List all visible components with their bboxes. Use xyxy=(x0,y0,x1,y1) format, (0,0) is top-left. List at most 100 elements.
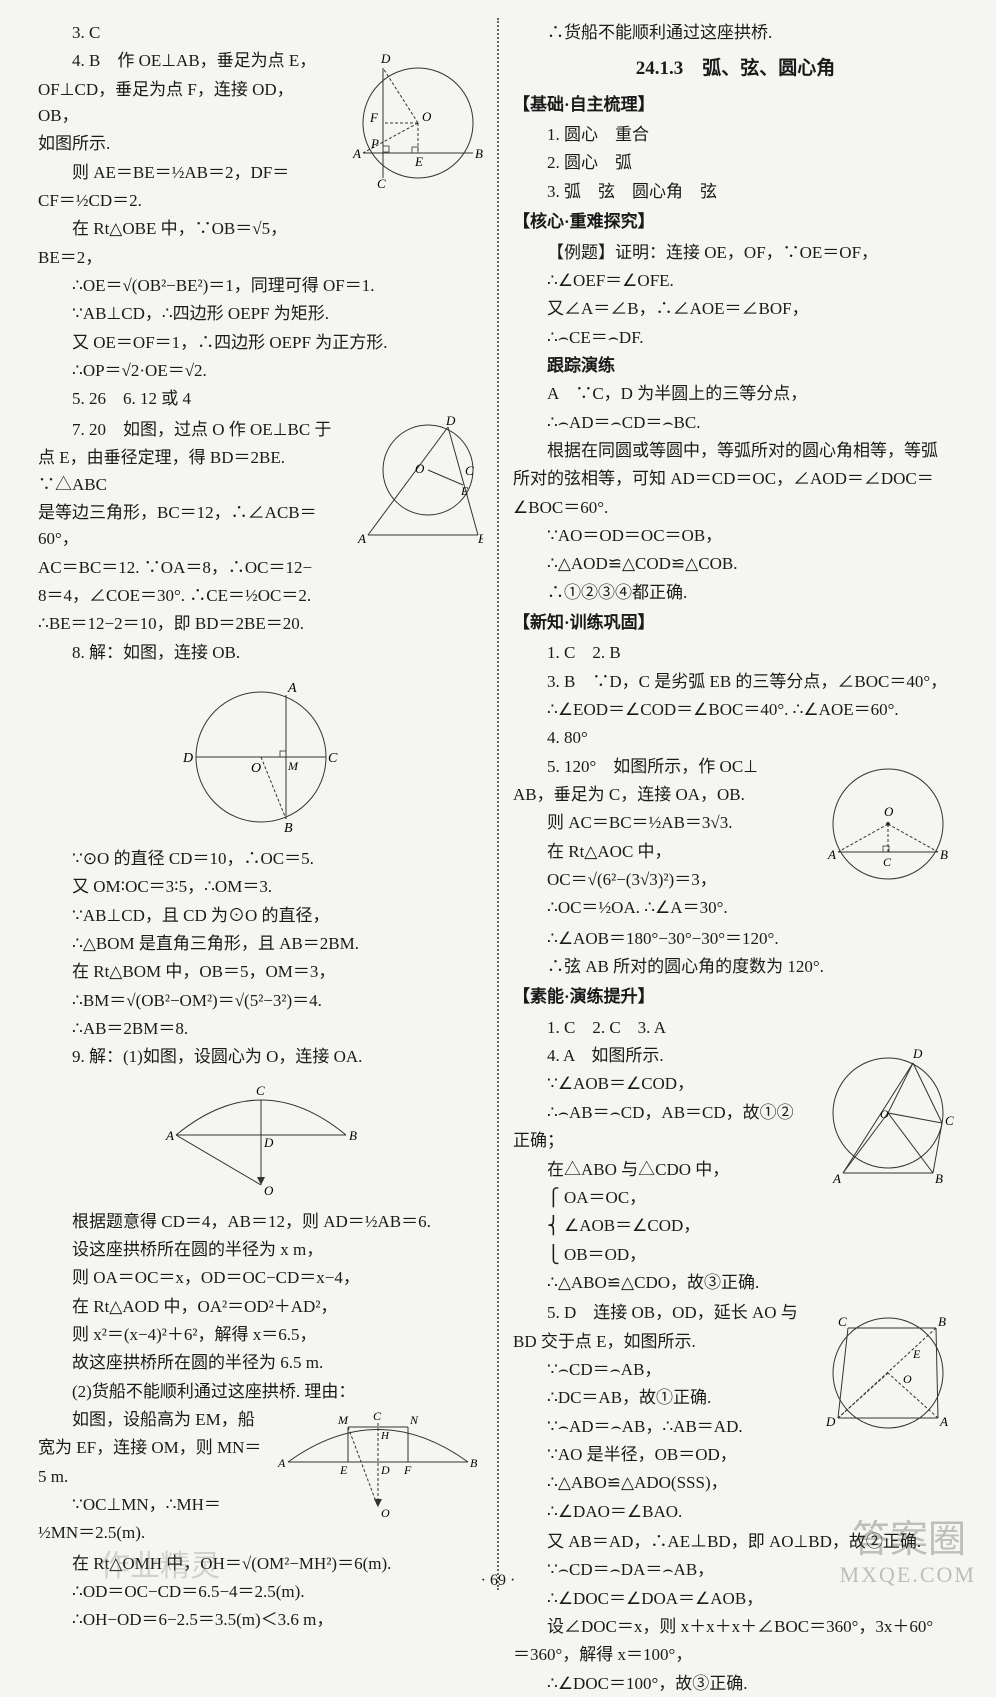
text-line: ∵⊙O 的直径 CD＝10，∴OC＝5. xyxy=(38,846,483,872)
svg-text:C: C xyxy=(838,1314,847,1329)
text-line: 1. C 2. B xyxy=(513,640,958,666)
svg-text:A: A xyxy=(277,1456,286,1470)
text-line: 则 OA＝OC＝x，OD＝OC−CD＝x−4， xyxy=(38,1265,483,1291)
text-line: ∴∠DOC＝100°，故③正确. xyxy=(513,1671,958,1697)
figure-arch-bridge-ship: A B C D M N E F H O xyxy=(273,1407,483,1527)
svg-text:B: B xyxy=(938,1314,946,1329)
text-line: ∴OC＝½OA. ∴∠A＝30°. xyxy=(513,895,958,921)
svg-text:D: D xyxy=(445,415,456,428)
svg-text:F: F xyxy=(369,110,379,125)
svg-text:P: P xyxy=(370,136,379,151)
figure-circle-abcd2: O A B C D xyxy=(818,1043,958,1193)
text-line: 8. 解：如图，连接 OB. xyxy=(38,640,483,666)
subsection-head: 【新知·训练巩固】 xyxy=(513,610,958,636)
svg-text:H: H xyxy=(380,1430,390,1442)
svg-text:C: C xyxy=(465,463,474,478)
text-line: 9. 解：(1)如图，设圆心为 O，连接 OA. xyxy=(38,1044,483,1070)
section-title: 24.1.3 弧、弦、圆心角 xyxy=(513,54,958,83)
text-line: 所对的弦相等，可知 AD＝CD＝OC，∠AOD＝∠DOC＝ xyxy=(513,466,958,492)
svg-text:O: O xyxy=(264,1183,274,1198)
text-line: 1. 圆心 重合 xyxy=(513,122,958,148)
svg-text:M: M xyxy=(337,1413,349,1427)
svg-text:C: C xyxy=(377,176,386,191)
figure-triangle-circle: D A B C E O xyxy=(353,415,483,555)
text-line: ∴弦 AB 所对的圆心角的度数为 120°. xyxy=(513,954,958,980)
text-line: ∴BE＝12−2＝10，即 BD＝2BE＝20. xyxy=(38,611,483,637)
left-column: 3. C O D A B C E F P 4. B 作 OE⊥AB，垂足为点 E… xyxy=(28,18,493,1590)
figure-arch-bridge: A B C D O xyxy=(156,1075,366,1205)
text-line: 3. B ∵D，C 是劣弧 EB 的三等分点，∠BOC＝40°， xyxy=(513,669,958,695)
text-line: ∴货船不能顺利通过这座拱桥. xyxy=(513,20,958,46)
svg-text:B: B xyxy=(284,821,293,836)
svg-text:C: C xyxy=(373,1409,382,1423)
text-line: ∠BOC＝60°. xyxy=(513,495,958,521)
svg-text:E: E xyxy=(339,1463,348,1477)
text-line: ∴OE＝√(OB²−BE²)＝1，同理可得 OF＝1. xyxy=(38,273,483,299)
watermark-text: MXQE.COM xyxy=(840,1558,976,1592)
text-line: 3. 弧 弦 圆心角 弦 xyxy=(513,179,958,205)
svg-text:F: F xyxy=(403,1463,412,1477)
svg-text:M: M xyxy=(287,759,299,773)
text-line: 又∠A＝∠B，∴∠AOE＝∠BOF， xyxy=(513,296,958,322)
svg-text:D: D xyxy=(825,1414,836,1429)
svg-text:B: B xyxy=(940,847,948,862)
text-line: ∴AB＝2BM＝8. xyxy=(38,1016,483,1042)
figure-circle-abcd: A B C D O M xyxy=(171,672,351,842)
right-column: ∴货船不能顺利通过这座拱桥. 24.1.3 弧、弦、圆心角 【基础·自主梳理】 … xyxy=(503,18,968,1590)
svg-text:O: O xyxy=(884,804,894,819)
text-line: ∴∠EOD＝∠COD＝∠BOC＝40°. ∴∠AOE＝60°. xyxy=(513,697,958,723)
svg-text:O: O xyxy=(251,761,261,776)
svg-text:D: D xyxy=(912,1046,923,1061)
svg-text:O: O xyxy=(381,1506,390,1520)
svg-text:B: B xyxy=(475,146,483,161)
svg-text:C: C xyxy=(256,1083,265,1098)
text-line: ∴⌢CE＝⌢DF. xyxy=(513,325,958,351)
svg-text:A: A xyxy=(352,146,361,161)
svg-text:E: E xyxy=(414,154,423,169)
text-line: 则 x²＝(x−4)²＋6²，解得 x＝6.5， xyxy=(38,1322,483,1348)
text-line: 5. 26 6. 12 或 4 xyxy=(38,386,483,412)
svg-text:B: B xyxy=(935,1171,943,1186)
svg-text:B: B xyxy=(478,531,483,546)
text-line: 4. 80° xyxy=(513,725,958,751)
text-line: ∴①②③④都正确. xyxy=(513,580,958,606)
text-line: ∴OH−OD＝6−2.5＝3.5(m)＜3.6 m， xyxy=(38,1607,483,1633)
text-line: 在 Rt△AOD 中，OA²＝OD²＋AD²， xyxy=(38,1294,483,1320)
text-line: 在 Rt△OBE 中，∵OB＝√5， xyxy=(38,216,483,242)
text-line: 根据在同圆或等圆中，等弧所对的圆心角相等，等弧 xyxy=(513,438,958,464)
svg-text:D: D xyxy=(263,1135,274,1150)
svg-text:A: A xyxy=(939,1414,948,1429)
svg-text:C: C xyxy=(883,855,892,869)
text-line: ∴△ABO≌△CDO，故③正确. xyxy=(513,1270,958,1296)
text-line: ∴⌢AD＝⌢CD＝⌢BC. xyxy=(513,410,958,436)
text-line: ∴∠AOB＝180°−30°−30°＝120°. xyxy=(513,926,958,952)
svg-text:D: D xyxy=(380,51,391,66)
figure-circle-oepf: O D A B C E F P xyxy=(333,48,483,198)
figure-circle-abcde: O A B C D E xyxy=(818,1298,958,1448)
text-line: ⎨ ∠AOB＝∠COD， xyxy=(513,1213,958,1239)
watermark-text: 作业精灵 xyxy=(100,1544,220,1591)
svg-text:C: C xyxy=(328,751,338,766)
svg-text:E: E xyxy=(460,484,469,498)
svg-text:A: A xyxy=(832,1171,841,1186)
text-line: 设这座拱桥所在圆的半径为 x m， xyxy=(38,1237,483,1263)
columns-container: 3. C O D A B C E F P 4. B 作 OE⊥AB，垂足为点 E… xyxy=(28,18,968,1590)
svg-text:A: A xyxy=(357,531,366,546)
page-number: · 69 · xyxy=(481,1569,516,1594)
svg-text:A: A xyxy=(165,1128,174,1143)
text-line: ∴BM＝√(OB²−OM²)＝√(5²−3²)＝4. xyxy=(38,988,483,1014)
svg-text:O: O xyxy=(415,461,425,476)
text-line: 又 OE＝OF＝1，∴四边形 OEPF 为正方形. xyxy=(38,330,483,356)
svg-text:A: A xyxy=(827,847,836,862)
text-line: ∴OP＝√2·OE＝√2. xyxy=(38,358,483,384)
figure-circle-aob: O A B C xyxy=(818,754,958,894)
subsection-head: 【核心·重难探究】 xyxy=(513,209,958,235)
text-line: 根据题意得 CD＝4，AB＝12，则 AD＝½AB＝6. xyxy=(38,1209,483,1235)
text-line: A ∵C，D 为半圆上的三等分点， xyxy=(513,381,958,407)
text-line: 3. C xyxy=(38,20,483,46)
svg-text:B: B xyxy=(470,1456,478,1470)
column-divider xyxy=(497,18,499,1590)
svg-text:D: D xyxy=(182,751,193,766)
subsection-head: 【基础·自主梳理】 xyxy=(513,92,958,118)
svg-text:C: C xyxy=(945,1113,954,1128)
